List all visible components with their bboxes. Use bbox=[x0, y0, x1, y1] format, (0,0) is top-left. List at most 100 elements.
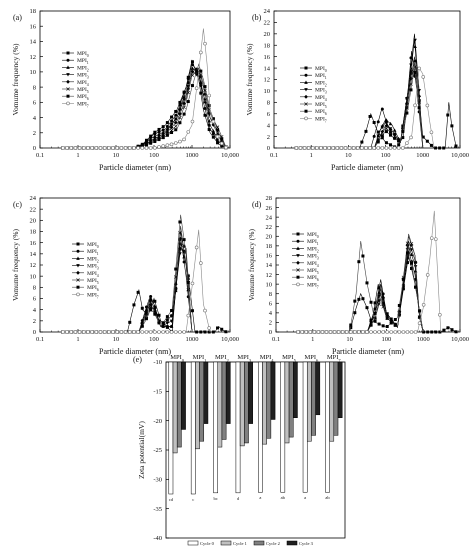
data-point bbox=[215, 125, 220, 129]
plot-frame bbox=[275, 197, 461, 333]
data-point bbox=[111, 330, 115, 334]
x-axis-label: Particle diameter (nm) bbox=[331, 163, 403, 172]
y-axis-label: Vomume frequency (%) bbox=[11, 43, 20, 115]
data-point bbox=[165, 330, 170, 334]
data-point bbox=[417, 106, 421, 110]
data-point bbox=[94, 330, 99, 334]
data-point bbox=[349, 326, 353, 330]
data-point bbox=[344, 330, 349, 334]
data-point bbox=[422, 330, 426, 334]
y-tick-label: 24 bbox=[30, 195, 37, 202]
x-axis-label: Particle diameter (nm) bbox=[99, 347, 171, 356]
data-point bbox=[174, 128, 178, 132]
significance-letter: ab bbox=[281, 495, 286, 500]
bar-cycle-3 bbox=[203, 361, 209, 424]
panel-label: (d) bbox=[252, 200, 262, 209]
data-point bbox=[381, 301, 386, 305]
data-point bbox=[413, 44, 417, 49]
legend-label: MPI4 bbox=[307, 261, 319, 268]
legend-swatch bbox=[220, 540, 232, 546]
data-point bbox=[393, 323, 398, 328]
data-point bbox=[220, 137, 224, 141]
bar-cycle-2 bbox=[221, 361, 227, 440]
data-point bbox=[304, 88, 308, 92]
y-tick-label: 10 bbox=[264, 88, 271, 95]
data-point bbox=[211, 330, 215, 334]
data-point bbox=[304, 66, 308, 70]
y-tick-label: 4 bbox=[33, 115, 37, 122]
data-point bbox=[353, 330, 357, 334]
data-point bbox=[304, 116, 308, 121]
y-tick-label: 22 bbox=[266, 224, 273, 231]
data-point bbox=[369, 330, 373, 334]
y-axis-label: Vomume frequency (%) bbox=[247, 229, 256, 301]
data-point bbox=[153, 132, 157, 136]
legend-label: MPI0 bbox=[87, 242, 99, 249]
data-point bbox=[66, 65, 70, 69]
data-point bbox=[186, 100, 190, 104]
data-point bbox=[203, 330, 207, 334]
panel-label: (a) bbox=[13, 13, 22, 22]
data-point bbox=[186, 313, 191, 318]
data-point bbox=[304, 80, 308, 84]
data-point bbox=[169, 142, 174, 147]
data-point bbox=[397, 143, 401, 147]
data-point bbox=[372, 121, 376, 125]
data-point bbox=[381, 294, 385, 299]
data-point bbox=[76, 249, 80, 253]
data-point bbox=[418, 309, 422, 313]
data-point bbox=[315, 146, 319, 150]
data-point bbox=[203, 41, 207, 46]
chart-panel-5: (e) -10 -15 -20 -25 -30 -35 -40 Zeta potential(m… bbox=[133, 354, 346, 546]
data-point bbox=[203, 113, 207, 117]
data-point bbox=[340, 330, 345, 334]
x-axis-label: Particle diameter (nm) bbox=[332, 347, 404, 356]
data-point bbox=[365, 281, 369, 285]
data-point bbox=[211, 132, 215, 136]
data-point bbox=[73, 146, 78, 150]
data-point bbox=[170, 119, 174, 123]
data-point bbox=[393, 136, 397, 140]
y-tick-label: -25 bbox=[153, 447, 162, 454]
x-tick-label: 100 bbox=[149, 152, 159, 159]
data-point bbox=[357, 330, 361, 334]
significance-letter: d bbox=[237, 496, 240, 501]
data-point bbox=[77, 330, 82, 334]
y-tick-label: 10 bbox=[30, 69, 37, 76]
data-point bbox=[178, 252, 182, 256]
series-line bbox=[62, 229, 211, 333]
data-point bbox=[421, 302, 426, 307]
data-point bbox=[219, 141, 224, 146]
bar-cycle-0 bbox=[213, 361, 218, 494]
data-point bbox=[384, 127, 389, 131]
data-point bbox=[194, 245, 199, 250]
data-point bbox=[182, 249, 186, 253]
y-tick-label: 22 bbox=[264, 20, 271, 27]
data-point bbox=[132, 330, 136, 334]
data-point bbox=[211, 135, 215, 139]
data-point bbox=[203, 107, 207, 111]
y-tick-label: 2 bbox=[33, 130, 36, 137]
data-point bbox=[207, 118, 211, 123]
y-tick-label: -35 bbox=[153, 506, 162, 513]
significance-letter: cd bbox=[169, 497, 174, 502]
data-point bbox=[425, 139, 429, 143]
legend-label: MPI6 bbox=[87, 285, 99, 292]
panel-label: (b) bbox=[252, 13, 262, 22]
x-tick-label: 1 bbox=[76, 152, 79, 159]
series-line bbox=[298, 250, 424, 333]
chart-panel-4: (d)0.1 1 10 100 1000 10,000024681012141618202… bbox=[247, 195, 469, 356]
significance-letter: ab bbox=[325, 495, 330, 500]
legend-label: MPI2 bbox=[307, 246, 319, 253]
data-point bbox=[174, 109, 178, 113]
legend-label: MPI6 bbox=[315, 109, 327, 116]
data-point bbox=[211, 122, 216, 127]
series-MPI3 bbox=[61, 247, 193, 334]
series-MPI7 bbox=[61, 28, 228, 150]
data-point bbox=[182, 112, 186, 116]
data-point bbox=[377, 322, 381, 326]
data-point bbox=[199, 91, 203, 95]
data-point bbox=[66, 87, 70, 91]
data-point bbox=[454, 330, 458, 334]
